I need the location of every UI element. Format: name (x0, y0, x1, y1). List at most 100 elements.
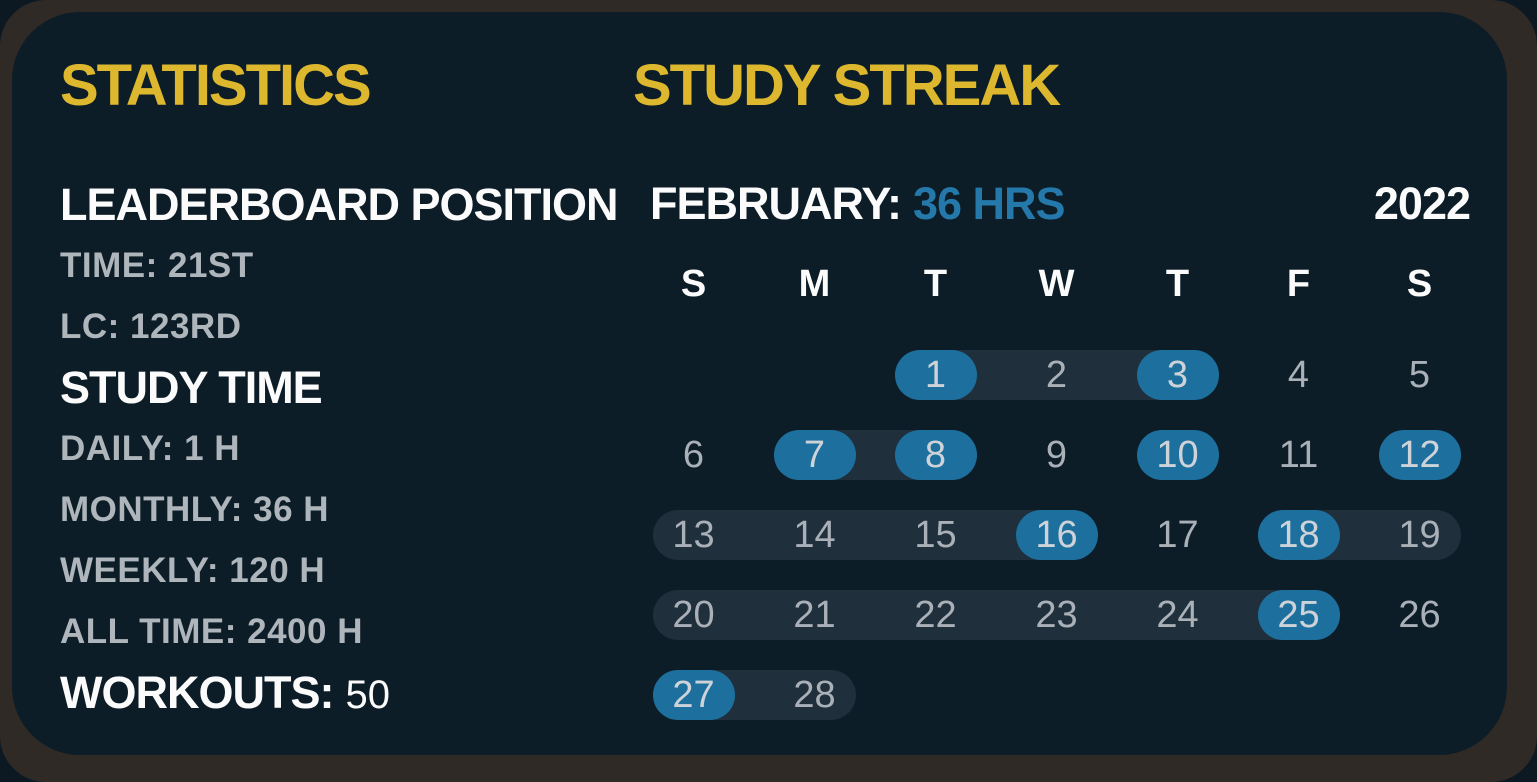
calendar-day[interactable]: 3 (1117, 335, 1238, 415)
calendar-day[interactable]: 17 (1117, 495, 1238, 575)
empty-day-cell (1117, 655, 1238, 735)
calendar-day[interactable]: 27 (633, 655, 754, 735)
streak-run-segment (996, 350, 1117, 400)
streak-run-segment (996, 590, 1117, 640)
calendar-day[interactable]: 16 (996, 495, 1117, 575)
study-streak-title: STUDY STREAK (633, 53, 1061, 118)
day-number: 18 (1277, 513, 1320, 556)
calendar-day[interactable]: 19 (1359, 495, 1480, 575)
study-day-pill (1378, 430, 1461, 480)
calendar-day[interactable]: 18 (1238, 495, 1359, 575)
day-number: 9 (1045, 433, 1068, 476)
day-number: 23 (1035, 593, 1078, 636)
stat-item: DAILY: 1 H (60, 429, 241, 468)
empty-day-cell (1359, 655, 1480, 735)
day-number: 8 (924, 433, 947, 476)
calendar-day[interactable]: 10 (1117, 415, 1238, 495)
day-number: 22 (914, 593, 957, 636)
stat-heading-label: WORKOUTS: (60, 667, 334, 718)
day-number: 1 (924, 353, 947, 396)
weekday-header: F (1286, 263, 1311, 305)
streak-run-segment (754, 670, 856, 720)
calendar-day[interactable]: 25 (1238, 575, 1359, 655)
stat-item: ALL TIME: 2400 H (60, 612, 363, 651)
streak-run-segment (754, 590, 875, 640)
statistics-list: LEADERBOARD POSITION TIME: 21ST LC: 123RD S… (60, 174, 633, 726)
day-number: 13 (672, 513, 715, 556)
day-number: 27 (672, 673, 715, 716)
weekday-header: T (1165, 263, 1190, 305)
calendar-day[interactable]: 6 (633, 415, 754, 495)
day-number: 16 (1035, 513, 1078, 556)
day-number: 6 (682, 433, 705, 476)
weekday-header: S (680, 263, 707, 305)
calendar-day[interactable]: 15 (875, 495, 996, 575)
stat-heading: STUDY TIME (60, 357, 633, 418)
calendar-day[interactable]: 13 (633, 495, 754, 575)
stat-heading: WORKOUTS: 50 (60, 662, 633, 726)
empty-day-cell (996, 655, 1117, 735)
empty-day-cell (754, 335, 875, 415)
study-day-pill (773, 430, 856, 480)
calendar-day[interactable]: 11 (1238, 415, 1359, 495)
stat-item: MONTHLY: 36 H (60, 490, 330, 529)
calendar-day[interactable]: 2 (996, 335, 1117, 415)
month-hours-value: 36 HRS (912, 178, 1066, 229)
month-label: FEBRUARY: 36 HRS (650, 178, 1066, 229)
day-number: 10 (1156, 433, 1199, 476)
streak-run-segment (754, 510, 875, 560)
study-day-pill (1015, 510, 1098, 560)
streak-run-segment (1359, 510, 1461, 560)
statistics-panel: STATISTICS LEADERBOARD POSITION TIME: 21S… (60, 57, 633, 755)
day-number: 12 (1398, 433, 1441, 476)
calendar-day[interactable]: 21 (754, 575, 875, 655)
empty-day-cell (875, 655, 996, 735)
day-number: 26 (1398, 593, 1441, 636)
stat-heading: LEADERBOARD POSITION (60, 174, 633, 235)
weekday-header: M (798, 263, 831, 305)
day-number: 20 (672, 593, 715, 636)
streak-run-segment (652, 510, 754, 560)
calendar-day[interactable]: 20 (633, 575, 754, 655)
weekday-header: W (1038, 263, 1075, 305)
calendar-day[interactable]: 7 (754, 415, 875, 495)
streak-run-segment (875, 590, 996, 640)
streak-run-segment (1117, 590, 1238, 640)
day-number: 14 (793, 513, 836, 556)
study-day-pill (894, 350, 977, 400)
day-number: 2 (1045, 353, 1068, 396)
month-summary-row: FEBRUARY: 36 HRS 2022 (633, 180, 1480, 228)
stat-heading-value: 50 (345, 673, 390, 717)
day-number: 21 (793, 593, 836, 636)
calendar-day[interactable]: 9 (996, 415, 1117, 495)
day-number: 28 (793, 673, 836, 716)
calendar-day[interactable]: 24 (1117, 575, 1238, 655)
calendar-day[interactable]: 26 (1359, 575, 1480, 655)
stats-card: STATISTICS LEADERBOARD POSITION TIME: 21S… (12, 12, 1507, 755)
calendar-day[interactable]: 4 (1238, 335, 1359, 415)
empty-day-cell (1238, 655, 1359, 735)
day-number: 17 (1156, 513, 1199, 556)
study-day-pill (652, 670, 735, 720)
year-label: 2022 (1373, 178, 1471, 229)
calendar-day[interactable]: 28 (754, 655, 875, 735)
day-number: 3 (1166, 353, 1189, 396)
day-number: 15 (914, 513, 957, 556)
stat-heading-label: STUDY TIME (60, 362, 323, 413)
day-number: 24 (1156, 593, 1199, 636)
day-number: 19 (1398, 513, 1441, 556)
day-number: 5 (1408, 353, 1431, 396)
calendar-day[interactable]: 1 (875, 335, 996, 415)
calendar-day[interactable]: 22 (875, 575, 996, 655)
day-number: 7 (803, 433, 826, 476)
calendar-day[interactable]: 5 (1359, 335, 1480, 415)
study-day-pill (1257, 590, 1340, 640)
calendar-day[interactable]: 12 (1359, 415, 1480, 495)
calendar-day[interactable]: 14 (754, 495, 875, 575)
day-number: 11 (1278, 433, 1319, 476)
calendar-day[interactable]: 23 (996, 575, 1117, 655)
weekday-header: T (923, 263, 948, 305)
calendar-day[interactable]: 8 (875, 415, 996, 495)
